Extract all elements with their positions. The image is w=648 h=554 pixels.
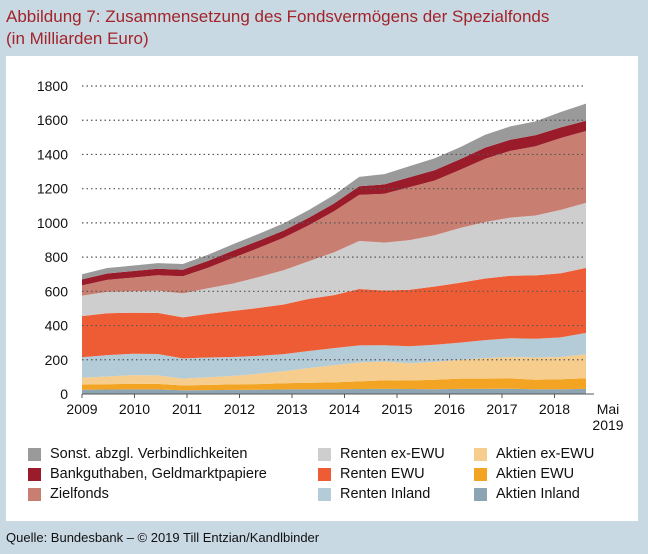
source-note: Quelle: Bundesbank – © 2019 Till Entzian… — [6, 530, 320, 545]
y-tick-label-800: 800 — [45, 249, 69, 265]
legend-swatch — [28, 487, 41, 501]
y-tick-label-600: 600 — [45, 283, 69, 299]
y-tick-label-400: 400 — [45, 318, 69, 334]
x-tick-label-2013: 2013 — [276, 401, 307, 417]
legend-label: Aktien Inland — [496, 486, 580, 502]
legend-swatch — [474, 447, 487, 461]
x-tick-label-2016: 2016 — [434, 401, 465, 417]
area-aktien-ex-ewu — [82, 354, 586, 386]
y-tick-label-1800: 1800 — [37, 78, 68, 94]
legend-swatch — [28, 467, 41, 481]
legend-label: Aktien EWU — [496, 466, 575, 482]
legend-label: Bankguthaben, Geldmarktpapiere — [50, 466, 267, 482]
y-tick-label-1400: 1400 — [37, 146, 68, 162]
x-tick-label-2012: 2012 — [224, 401, 255, 417]
legend-item-renten-ewu: Renten EWU — [318, 466, 425, 482]
legend-label: Renten ex-EWU — [340, 446, 445, 462]
legend-label: Sonst. abzgl. Verbindlichkeiten — [50, 446, 248, 462]
legend-label: Renten EWU — [340, 466, 425, 482]
area-aktien-ewu — [82, 378, 586, 391]
legend-label: Renten Inland — [340, 486, 431, 502]
x-tick-label-may-2019: Mai 2019 — [592, 401, 623, 433]
legend-item-zielfonds: Zielfonds — [28, 486, 109, 502]
y-tick-label-200: 200 — [45, 352, 69, 368]
y-tick-label-0: 0 — [60, 386, 68, 402]
area-renten-inland — [82, 332, 586, 379]
legend-item-bankguthaben-geldmarktpapiere: Bankguthaben, Geldmarktpapiere — [28, 466, 267, 482]
legend-item-aktien-ewu: Aktien EWU — [474, 466, 574, 482]
area-zielfonds — [82, 131, 586, 296]
title-line-1: Abbildung 7: Zusammensetzung des Fondsve… — [6, 7, 550, 26]
legend-item-sonst-abzgl-verbindlichkeiten: Sonst. abzgl. Verbindlichkeiten — [28, 446, 248, 462]
x-tick-label-2009: 2009 — [66, 401, 97, 417]
area-sonst-abzgl-verbindlichkeiten — [82, 103, 586, 280]
chart-panel: 0 200 400 600 800 1000 1200 1400 1600 1800 2009 201… — [6, 56, 638, 521]
legend-label: Zielfonds — [50, 486, 109, 502]
x-tick-label-2011: 2011 — [172, 401, 202, 417]
legend-swatch — [474, 487, 487, 501]
title-line-2: (in Milliarden Euro) — [6, 29, 149, 48]
x-tick-label-2014: 2014 — [329, 401, 360, 417]
legend-item-renten-inland: Renten Inland — [318, 486, 430, 502]
x-tick-label-2015: 2015 — [381, 401, 412, 417]
legend-swatch — [318, 467, 331, 481]
legend-swatch — [28, 447, 41, 461]
legend-item-renten-ex-ewu: Renten ex-EWU — [318, 446, 445, 462]
area-bankguthaben-geldmarktpapiere — [82, 120, 586, 286]
y-tick-label-1000: 1000 — [37, 215, 68, 231]
area-aktien-inland — [82, 388, 586, 394]
chart-title: Abbildung 7: Zusammensetzung des Fondsve… — [6, 6, 549, 50]
legend-swatch — [318, 487, 331, 501]
chart-legend: Sonst. abzgl. Verbindlichkeiten Renten ex… — [28, 446, 628, 516]
y-tick-label-1200: 1200 — [37, 181, 68, 197]
x-tick-label-2017: 2017 — [486, 401, 517, 417]
legend-item-aktien-ex-ewu: Aktien ex-EWU — [474, 446, 594, 462]
legend-label: Aktien ex-EWU — [496, 446, 595, 462]
area-renten-ex-ewu — [82, 202, 586, 318]
y-tick-label-1600: 1600 — [37, 112, 68, 128]
area-renten-ewu — [82, 267, 586, 359]
legend-item-aktien-inland: Aktien Inland — [474, 486, 580, 502]
stacked-area-chart: 0 200 400 600 800 1000 1200 1400 1600 1800 2009 201… — [37, 78, 624, 433]
legend-swatch — [474, 467, 487, 481]
x-tick-label-2010: 2010 — [119, 401, 150, 417]
x-tick-label-2018: 2018 — [539, 401, 570, 417]
legend-swatch — [318, 447, 331, 461]
